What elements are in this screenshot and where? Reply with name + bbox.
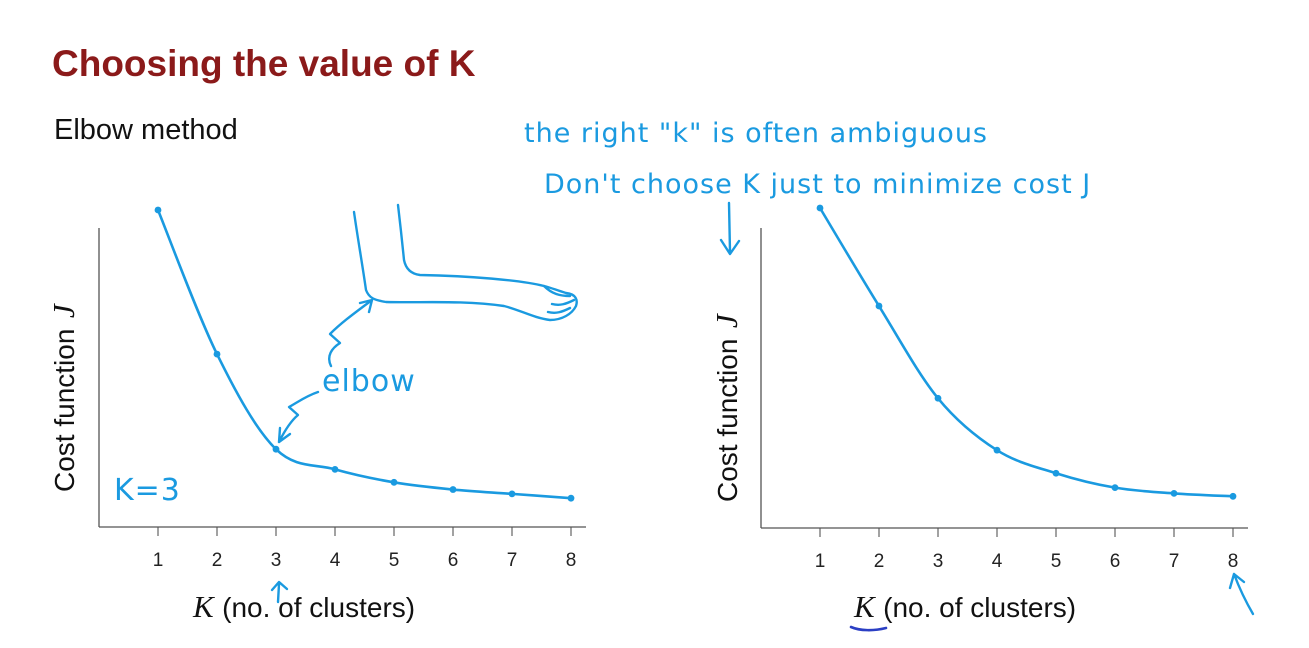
right-x-tick-label: 5	[1051, 551, 1062, 572]
right-xlabel-var: K	[853, 589, 877, 624]
left-chart: 1 2 3 4 5 6 7 8 Cost function J K (no. of clust…	[46, 203, 586, 624]
left-data-point	[272, 445, 280, 453]
right-xlabel-rest: (no. of clusters)	[883, 592, 1076, 623]
left-data-point	[154, 206, 162, 214]
left-data-points	[154, 206, 575, 502]
elbow-arrow-lower	[277, 390, 320, 444]
left-x-tick-label: 1	[153, 550, 164, 571]
right-cost-curve	[818, 206, 1235, 498]
left-ylabel-text: Cost function	[49, 329, 80, 492]
left-data-point	[567, 494, 575, 502]
right-x-tick-label: 1	[815, 551, 826, 572]
slide-title: Choosing the value of K	[52, 43, 476, 84]
right-data-point	[1170, 490, 1178, 497]
right-x-tick-label: 7	[1169, 551, 1180, 572]
left-data-point	[508, 490, 516, 498]
right-x-tick-label: 8	[1228, 551, 1239, 572]
j-pointer-arrow	[719, 201, 741, 256]
right-x-ticks: 1 2 3 4 5 6 7 8	[815, 528, 1239, 572]
right-data-point	[934, 394, 942, 402]
right-data-point	[875, 302, 883, 310]
note-line-1: the right "k" is often ambiguous	[524, 118, 988, 149]
left-data-point	[390, 478, 398, 486]
right-chart: 1 2 3 4 5 6 7 8 Cost function J K (no. of clust…	[709, 201, 1255, 632]
right-data-point	[1111, 484, 1119, 492]
right-x-tick-label: 2	[874, 551, 885, 572]
left-x-tick-label: 6	[448, 550, 459, 571]
left-y-axis-title: Cost function J	[46, 303, 81, 492]
right-data-point	[1229, 492, 1237, 500]
right-x-tick-label: 4	[992, 551, 1003, 572]
right-ylabel-var: J	[709, 313, 744, 328]
k-equals-annotation: K=3	[114, 473, 181, 508]
right-y-axis-title: Cost function J	[709, 313, 744, 502]
right-ylabel-text: Cost function	[712, 339, 743, 502]
left-xlabel-rest: (no. of clusters)	[222, 592, 415, 623]
left-x-tick-label: 5	[389, 550, 400, 571]
left-x-tick-label: 4	[330, 550, 341, 571]
svg-text:Cost function J: Cost function J	[709, 313, 744, 502]
left-x-tick-label: 2	[212, 550, 223, 571]
k3-arrow	[270, 580, 289, 604]
right-data-point	[1052, 469, 1060, 477]
left-ylabel-var: J	[46, 303, 81, 318]
left-data-point	[449, 486, 457, 493]
right-x-tick-label: 6	[1110, 551, 1121, 572]
left-x-ticks: 1 2 3 4 5 6 7 8	[153, 527, 577, 571]
svg-text:Cost function J: Cost function J	[46, 303, 81, 492]
elbow-arrow-upper	[327, 298, 374, 368]
right-x-axis-title: K (no. of clusters)	[853, 589, 1076, 624]
note-line-2: Don't choose K just to minimize cost J	[544, 169, 1091, 200]
k-underline	[849, 625, 888, 632]
left-xlabel-var: K	[192, 589, 216, 624]
left-x-tick-label: 8	[566, 550, 577, 571]
k8-arrow	[1228, 572, 1255, 616]
right-data-points	[816, 204, 1237, 500]
arm-drawing	[352, 203, 578, 322]
slide-subtitle: Elbow method	[54, 114, 238, 146]
left-x-tick-label: 3	[271, 550, 282, 571]
right-data-point	[816, 204, 824, 212]
elbow-label: elbow	[322, 364, 416, 399]
right-data-point	[993, 446, 1001, 454]
right-x-tick-label: 3	[933, 551, 944, 572]
left-data-point	[331, 465, 339, 473]
left-data-point	[213, 350, 221, 358]
left-x-tick-label: 7	[507, 550, 518, 571]
hand-fingers-drawing	[542, 284, 576, 314]
left-x-axis-title: K (no. of clusters)	[192, 589, 415, 624]
